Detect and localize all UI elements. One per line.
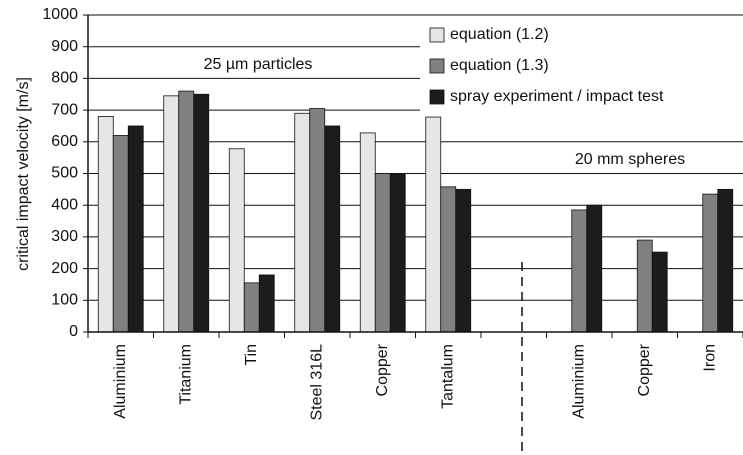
bar	[455, 188, 472, 333]
bar	[389, 173, 406, 333]
bar	[636, 239, 653, 333]
bar	[228, 148, 245, 333]
bar	[309, 108, 326, 333]
bar	[717, 188, 734, 333]
annotation-bg	[178, 53, 338, 75]
annotation-bg	[560, 148, 700, 170]
x-tick-label: Titanium	[177, 344, 194, 405]
legend-swatch	[429, 89, 445, 105]
bar	[127, 125, 144, 333]
legend-swatch	[429, 27, 445, 43]
y-tick-label: 1000	[42, 6, 78, 23]
legend-swatch	[429, 58, 445, 74]
bar	[243, 282, 260, 333]
x-tick-label: Tin	[243, 344, 260, 366]
legend-label: equation (1.3)	[450, 57, 549, 74]
bar	[440, 186, 457, 333]
x-tick-label: Aluminium	[570, 344, 587, 419]
bar	[571, 209, 588, 333]
bar	[651, 251, 668, 333]
x-tick-label: Copper	[374, 343, 391, 396]
x-tick-label: Steel 316L	[308, 344, 325, 421]
y-axis-label: critical impact velocity [m/s]	[15, 77, 32, 271]
legend-label: spray experiment / impact test	[450, 88, 664, 105]
bar	[294, 112, 311, 333]
annotation: 25 µm particles	[204, 56, 313, 73]
bar	[359, 132, 376, 333]
y-tick-label: 700	[51, 101, 78, 118]
annotation: 20 mm spheres	[575, 151, 685, 168]
x-tick-label: Tantalum	[439, 344, 456, 409]
y-tick-label: 300	[51, 228, 78, 245]
bar	[374, 173, 391, 333]
legend-label: equation (1.2)	[450, 26, 549, 43]
y-tick-label: 900	[51, 38, 78, 55]
x-tick-label: Iron	[701, 344, 718, 372]
bar	[163, 95, 180, 333]
bar	[586, 204, 603, 333]
y-tick-label: 500	[51, 165, 78, 182]
bar	[112, 135, 129, 333]
y-tick-label: 0	[69, 323, 78, 340]
y-tick-label: 600	[51, 133, 78, 150]
x-tick-label: Copper	[636, 343, 653, 396]
bar	[425, 116, 442, 333]
y-tick-label: 200	[51, 260, 78, 277]
bar	[193, 93, 210, 333]
bar	[324, 125, 341, 333]
x-tick-label: Aluminium	[112, 344, 129, 419]
bar	[702, 193, 719, 333]
legend-bg	[420, 22, 743, 114]
y-tick-label: 800	[51, 70, 78, 87]
y-tick-label: 100	[51, 292, 78, 309]
bar	[178, 90, 195, 333]
bar	[258, 274, 275, 333]
y-tick-label: 400	[51, 196, 78, 213]
bar	[97, 116, 114, 333]
